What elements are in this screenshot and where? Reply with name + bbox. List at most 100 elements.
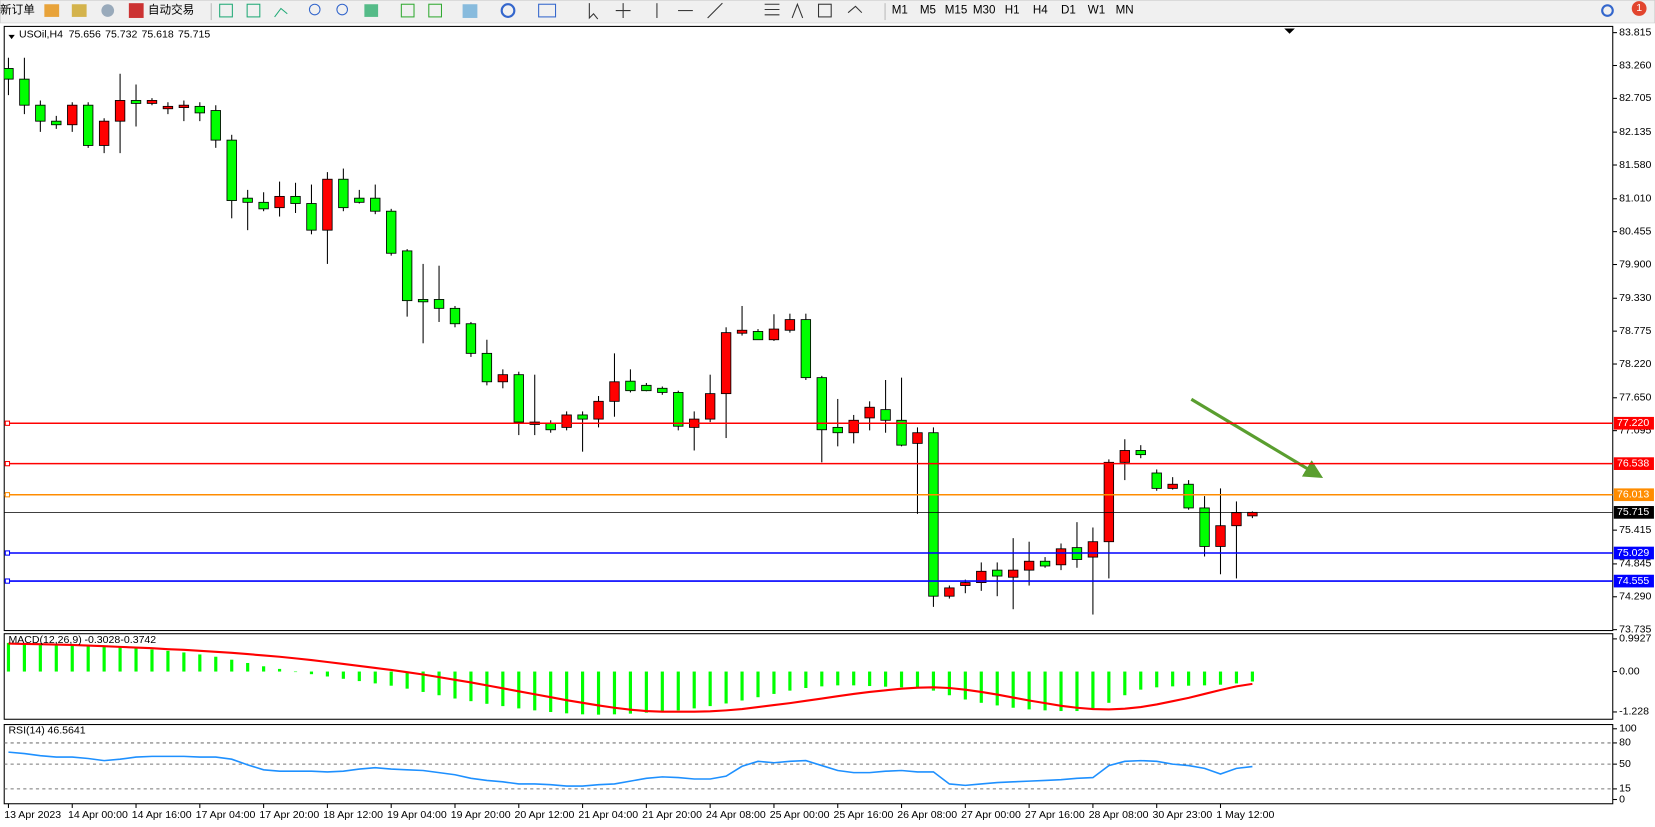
icon[interactable] [219, 3, 233, 18]
rsi-line [8, 751, 1253, 787]
macd-bar [182, 652, 186, 672]
candle-body [960, 582, 971, 586]
main-panel [3, 25, 1614, 632]
candle-body [752, 331, 764, 341]
x-tick-label: 21 Apr 04:00 [578, 809, 638, 821]
level-handle [4, 492, 11, 498]
icon[interactable] [44, 4, 60, 17]
y-tick-label: 81.580 [1619, 159, 1651, 171]
icon[interactable] [308, 3, 321, 16]
candle-body [800, 319, 812, 379]
x-tick-label: 19 Apr 20:00 [451, 809, 511, 821]
candle-body [816, 377, 827, 431]
shift-marker [1284, 28, 1295, 34]
icon[interactable] [101, 4, 115, 17]
chart-bg [0, 23, 1655, 827]
candle-body [832, 426, 843, 434]
icon[interactable] [128, 3, 144, 18]
level-label: 76.013 [1617, 489, 1649, 501]
timeframe[interactable]: MN [1116, 4, 1134, 17]
timeframe[interactable]: H1 [1005, 4, 1020, 17]
macd-bar [325, 671, 329, 677]
macd-bar [309, 671, 314, 675]
candle-body [258, 201, 269, 210]
level-label: 77.220 [1617, 417, 1649, 429]
icon[interactable] [847, 5, 863, 14]
candle-body [1007, 569, 1019, 578]
macd-bar [341, 671, 345, 679]
macd-bar [804, 671, 808, 688]
icon[interactable] [588, 3, 599, 20]
macd-bar [820, 671, 824, 687]
icon[interactable] [500, 3, 516, 18]
candle-body [1055, 548, 1067, 566]
timeframe[interactable]: H4 [1033, 4, 1048, 17]
icon[interactable] [246, 3, 261, 18]
icon[interactable] [336, 3, 349, 16]
x-tick-label: 18 Apr 12:00 [323, 809, 383, 821]
icon[interactable] [764, 3, 780, 16]
macd-bar [389, 671, 393, 686]
icon[interactable] [707, 2, 723, 19]
icon[interactable] [791, 2, 804, 19]
candle-body [322, 178, 333, 231]
icon[interactable] [71, 4, 87, 17]
macd-bar [102, 646, 106, 672]
macd-bar [405, 671, 409, 689]
candle-body [417, 299, 429, 303]
icon[interactable] [400, 3, 415, 18]
candle-body [465, 323, 477, 354]
macd-bar [134, 648, 138, 672]
macd-bar [6, 642, 11, 672]
candle-body [497, 374, 509, 383]
timeframe[interactable]: W1 [1088, 4, 1105, 17]
signal-line [8, 642, 1253, 713]
macd-bar [118, 647, 122, 672]
candle-body [1183, 483, 1194, 509]
y-tick-label: 73.735 [1619, 623, 1651, 635]
badge-count[interactable]: 1 [1636, 2, 1642, 14]
timeframe[interactable]: M1 [892, 4, 908, 17]
level-handle [4, 420, 11, 426]
macd-bar [1139, 671, 1143, 690]
x-tick-label: 27 Apr 00:00 [961, 809, 1021, 821]
new-order[interactable]: 新订单 [0, 3, 35, 17]
icon[interactable] [615, 3, 631, 18]
icon[interactable] [462, 4, 478, 18]
macd-bar [660, 671, 664, 712]
candle-body [912, 432, 923, 444]
icon[interactable] [428, 3, 443, 18]
macd-bar [724, 671, 728, 704]
auto-trading[interactable]: 自动交易 [148, 3, 194, 17]
y-tick-label: 83.815 [1619, 26, 1651, 38]
level-handle [4, 460, 11, 467]
candle-body [1119, 450, 1130, 463]
timeframe[interactable]: D1 [1061, 4, 1076, 17]
candle-body [1135, 450, 1146, 456]
macd-bar [1187, 671, 1191, 686]
candle-body [944, 587, 955, 597]
candle-body [1023, 560, 1035, 571]
candle-body [848, 419, 859, 434]
y-tick-label: 77.650 [1619, 392, 1651, 404]
timeframe[interactable]: M5 [920, 4, 936, 17]
icon[interactable] [817, 3, 832, 18]
y-tick-label: 0 [1619, 793, 1625, 805]
level-label: 76.538 [1617, 457, 1649, 469]
badge[interactable] [1631, 1, 1647, 16]
search-icon[interactable] [1601, 4, 1614, 17]
timeframe[interactable]: M30 [973, 4, 996, 17]
level-label-bg [1613, 574, 1654, 588]
y-tick-label: 83.260 [1619, 59, 1651, 71]
y-tick-label: 82.135 [1619, 126, 1651, 138]
macd-bar [277, 668, 282, 672]
icon[interactable] [538, 3, 557, 18]
level-label: 74.555 [1617, 575, 1649, 587]
y-tick-label: 15 [1619, 783, 1631, 795]
toolbar: 新订单 自动交易 M1 M5 M15 M30 H1 H4 D1 W1 MN 1 [0, 0, 1655, 24]
timeframe[interactable]: M15 [945, 4, 968, 17]
icon[interactable] [274, 7, 288, 18]
panel-title: MACD(12,26,9) [8, 634, 81, 646]
icon[interactable] [364, 4, 379, 17]
candle-body [194, 105, 206, 114]
